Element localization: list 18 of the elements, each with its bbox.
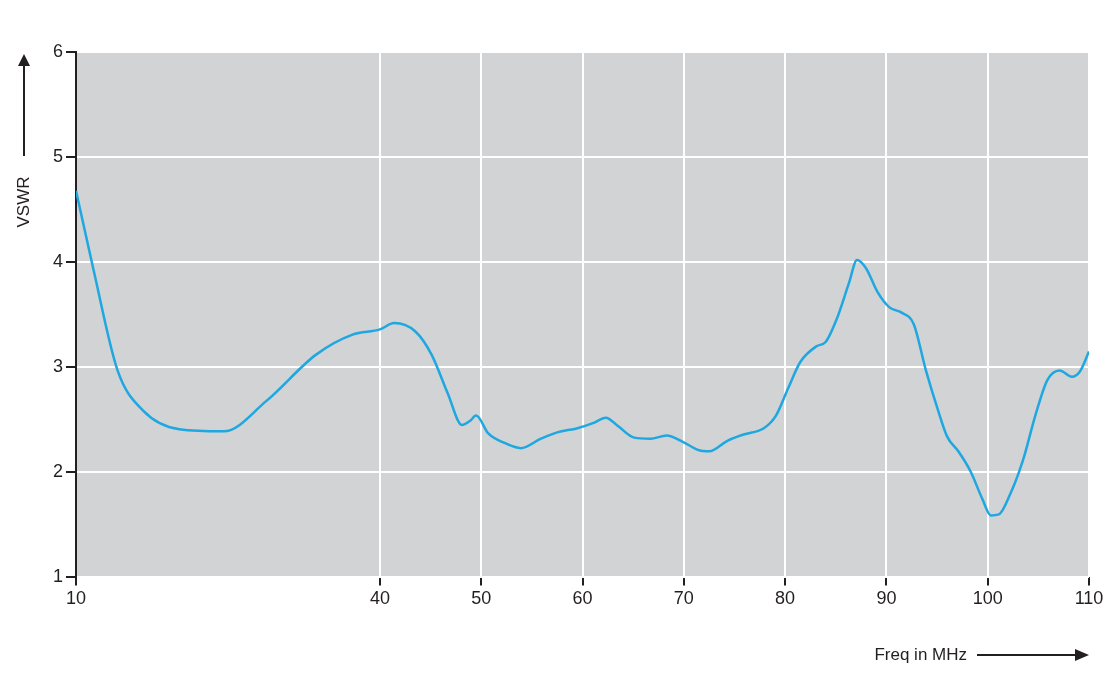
x-tick-label: 110 xyxy=(1074,588,1104,609)
line-series xyxy=(76,189,1089,517)
x-tick-label: 10 xyxy=(66,588,87,609)
y-tick-label: 3 xyxy=(53,356,64,377)
x-tick-label: 70 xyxy=(673,588,694,609)
x-tick-label: 80 xyxy=(775,588,796,609)
y-tick-label: 2 xyxy=(53,461,64,482)
x-tick-label: 90 xyxy=(876,588,897,609)
x-tick-label: 60 xyxy=(572,588,593,609)
y-tick-label: 5 xyxy=(53,146,64,167)
x-tick-label: 50 xyxy=(471,588,492,609)
x-tick-label: 100 xyxy=(972,588,1003,609)
x-axis-title: Freq in MHz xyxy=(874,644,967,664)
y-axis-title: VSWR xyxy=(13,176,33,228)
y-tick-label: 6 xyxy=(53,40,64,61)
x-tick-label: 40 xyxy=(369,588,390,609)
y-tick-label: 4 xyxy=(53,251,64,272)
y-tick-label: 1 xyxy=(53,566,64,587)
